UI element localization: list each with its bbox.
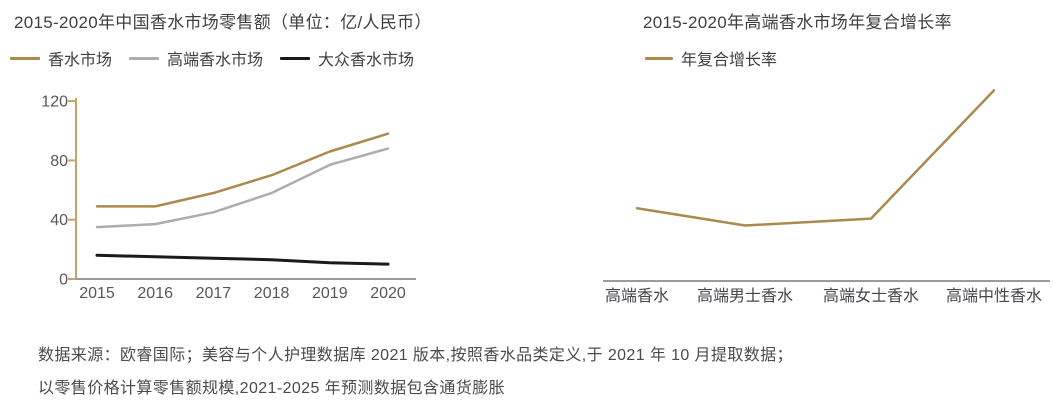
series-line-1 [95,147,390,229]
gold-line-swatch-icon [645,56,673,60]
x-category-label: 2019 [312,285,348,302]
x-category-label: 2020 [370,285,406,302]
y-tick-label: 80 [50,153,68,170]
y-tick-label: 120 [41,94,68,111]
x-category-label: 2017 [196,285,232,302]
x-category-label: 高端中性香水 [946,287,1042,305]
x-category-label: 2018 [254,285,290,302]
legend-item-cagr: 年复合增长率 [645,46,777,70]
x-category-label: 2015 [79,285,115,302]
gray-line-swatch-icon [129,56,160,60]
x-category-label: 2016 [137,285,173,302]
black-line-swatch-icon [280,56,311,60]
series-line-0 [95,132,390,208]
legend-label-mass-fragrance-market: 大众香水市场 [318,52,415,69]
left-chart-title: 2015-2020年中国香水市场零售额（单位：亿/人民币） [14,13,432,32]
premium-fragrance-cagr-line-chart: 高端香水 高端男士香水 高端女士香水 高端中性香水 [603,89,1050,305]
gold-line-swatch-icon [10,56,40,60]
left-chart-legend: 香水市场 高端香水市场 大众香水市场 [10,46,414,70]
legend-item-premium-fragrance-market: 高端香水市场 [129,46,263,70]
china-fragrance-retail-line-chart: 0 40 80 120 2015 2016 2017 2018 2019 2020 [41,94,416,302]
legend-label-cagr: 年复合增长率 [681,52,778,69]
y-tick-label: 0 [59,272,68,289]
legend-item-fragrance-market: 香水市场 [10,46,112,70]
series-line-0 [635,89,996,227]
legend-label-fragrance-market: 香水市场 [48,52,113,69]
x-category-label: 高端香水 [605,287,669,305]
x-category-label: 高端男士香水 [697,287,793,305]
series-line-2 [95,253,390,266]
y-tick-label: 40 [50,212,68,229]
right-chart-title: 2015-2020年高端香水市场年复合增长率 [643,13,952,32]
right-chart-legend: 年复合增长率 [645,46,777,70]
legend-item-mass-fragrance-market: 大众香水市场 [280,46,414,70]
source-note-line2: 以零售价格计算零售额规模,2021-2025 年预测数据包含通货膨胀 [38,380,506,397]
source-note-line1: 数据来源：欧睿国际；美容与个人护理数据库 2021 版本,按照香水品类定义,于 … [38,347,793,364]
source-note: 数据来源：欧睿国际；美容与个人护理数据库 2021 版本,按照香水品类定义,于 … [38,339,793,405]
legend-label-premium-fragrance-market: 高端香水市场 [167,52,264,69]
x-category-label: 高端女士香水 [823,286,919,305]
